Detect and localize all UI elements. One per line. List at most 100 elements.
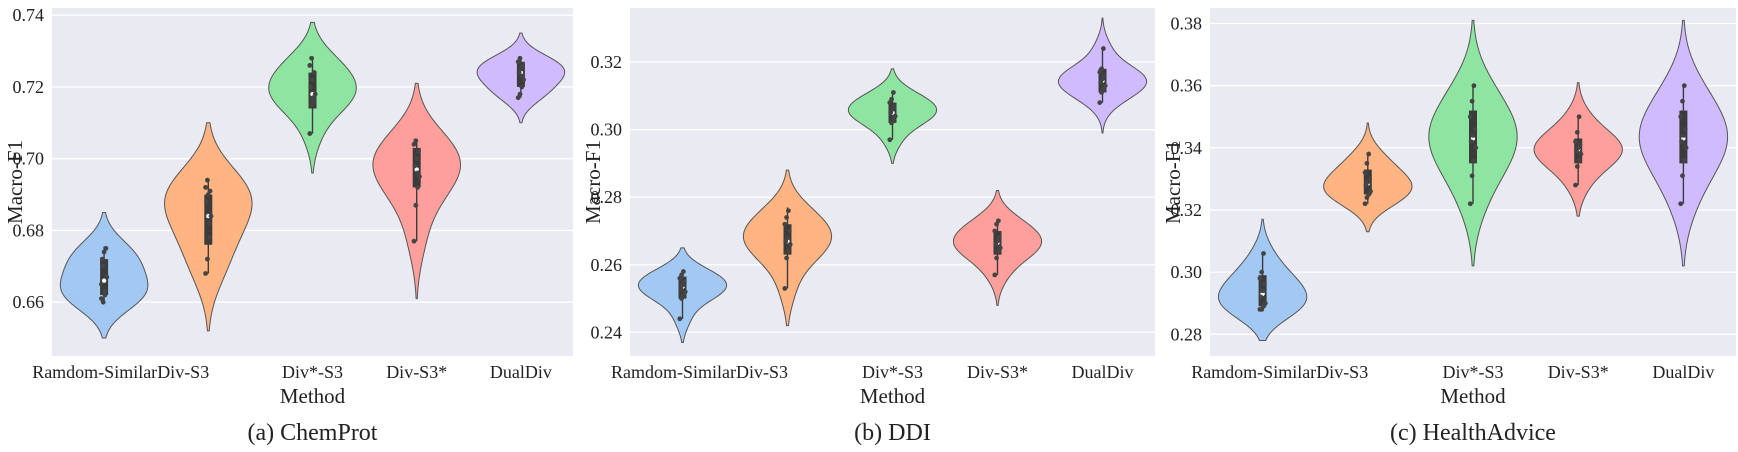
- data-point: [203, 271, 209, 276]
- data-point: [1680, 98, 1685, 104]
- data-point: [1101, 73, 1107, 78]
- data-point: [417, 174, 422, 180]
- median-dot: [101, 278, 107, 283]
- data-point: [1576, 114, 1582, 120]
- x-tick-label: Div-S3*: [386, 362, 447, 382]
- data-point: [786, 248, 791, 254]
- data-point: [309, 55, 314, 61]
- x-tick-label: Ramdom-Similar: [611, 362, 736, 382]
- data-point: [311, 70, 317, 75]
- iqr-box: [204, 194, 213, 245]
- data-point: [310, 77, 315, 83]
- x-tick-label: DualDiv: [1652, 362, 1714, 382]
- data-point: [99, 281, 104, 287]
- data-point: [891, 90, 896, 95]
- data-point: [415, 170, 420, 176]
- data-point: [996, 235, 1002, 241]
- data-point: [102, 289, 108, 294]
- data-point: [1683, 145, 1689, 151]
- iqr-box: [308, 72, 317, 109]
- data-point: [1364, 160, 1370, 166]
- data-point: [104, 274, 110, 280]
- data-point: [1102, 83, 1108, 89]
- data-point: [1099, 66, 1104, 72]
- data-point: [517, 91, 523, 97]
- data-point: [1366, 151, 1372, 157]
- data-point: [205, 192, 211, 197]
- data-point: [784, 215, 789, 220]
- data-point: [1681, 132, 1686, 138]
- data-point: [521, 77, 526, 83]
- data-point: [413, 202, 419, 208]
- data-point: [1574, 129, 1580, 135]
- data-point: [1362, 201, 1368, 207]
- data-point: [519, 73, 525, 79]
- data-point: [206, 220, 212, 226]
- data-point: [784, 255, 789, 261]
- data-point: [1576, 157, 1582, 163]
- data-point: [992, 272, 998, 278]
- data-point: [307, 63, 313, 68]
- median-dot: [414, 167, 419, 172]
- data-point: [997, 245, 1003, 251]
- data-point: [1257, 275, 1263, 281]
- data-point: [1573, 139, 1578, 145]
- x-tick-label: Ramdom-Similar: [1191, 362, 1316, 382]
- data-point: [1578, 151, 1584, 157]
- data-point: [99, 296, 104, 301]
- data-point: [1678, 114, 1684, 120]
- data-point: [206, 235, 212, 241]
- data-point: [1682, 126, 1688, 132]
- y-axis-title: Macro-F1: [581, 140, 605, 224]
- data-point: [205, 177, 210, 183]
- y-tick-label: 0.30: [1171, 262, 1203, 282]
- data-point: [996, 218, 1001, 224]
- x-tick-label: Div-S3*: [1548, 362, 1609, 382]
- y-tick-label: 0.30: [591, 120, 623, 140]
- data-point: [519, 84, 525, 90]
- data-point: [309, 102, 314, 108]
- data-point: [677, 316, 683, 322]
- data-point: [1473, 145, 1479, 151]
- data-point: [515, 59, 521, 65]
- x-tick-label: Div*-S3: [1442, 362, 1503, 382]
- data-point: [412, 163, 418, 169]
- data-point: [1471, 83, 1477, 89]
- x-tick-label: Div-S3: [157, 362, 209, 382]
- data-point: [411, 141, 417, 147]
- x-tick-label: DualDiv: [1072, 362, 1134, 382]
- x-tick-label: Ramdom-Similar: [32, 362, 157, 382]
- data-point: [1259, 269, 1265, 275]
- data-point: [312, 91, 318, 97]
- data-point: [414, 156, 420, 162]
- x-tick-label: DualDiv: [490, 362, 552, 382]
- x-axis-title: Method: [1440, 384, 1506, 408]
- data-point: [103, 245, 109, 251]
- y-tick-label: 0.66: [13, 292, 45, 312]
- data-point: [100, 299, 106, 305]
- subfigure-caption: (a) ChemProt: [248, 420, 378, 446]
- data-point: [516, 70, 522, 75]
- x-tick-label: Div*-S3: [282, 362, 343, 382]
- data-point: [205, 256, 210, 262]
- y-axis-title: Macro-F1: [1161, 140, 1185, 224]
- data-point: [891, 103, 897, 109]
- data-point: [415, 184, 420, 190]
- data-point: [1679, 139, 1684, 145]
- data-point: [1681, 157, 1687, 163]
- data-point: [1577, 142, 1583, 148]
- data-point: [204, 199, 209, 205]
- data-point: [413, 138, 419, 144]
- data-point: [311, 95, 316, 101]
- data-point: [682, 289, 688, 295]
- y-tick-label: 0.24: [591, 322, 623, 342]
- data-point: [1471, 157, 1477, 163]
- data-point: [887, 137, 893, 143]
- y-tick-label: 0.32: [591, 52, 623, 72]
- data-point: [1468, 139, 1474, 145]
- data-point: [416, 149, 421, 154]
- x-axis-title: Method: [860, 384, 926, 408]
